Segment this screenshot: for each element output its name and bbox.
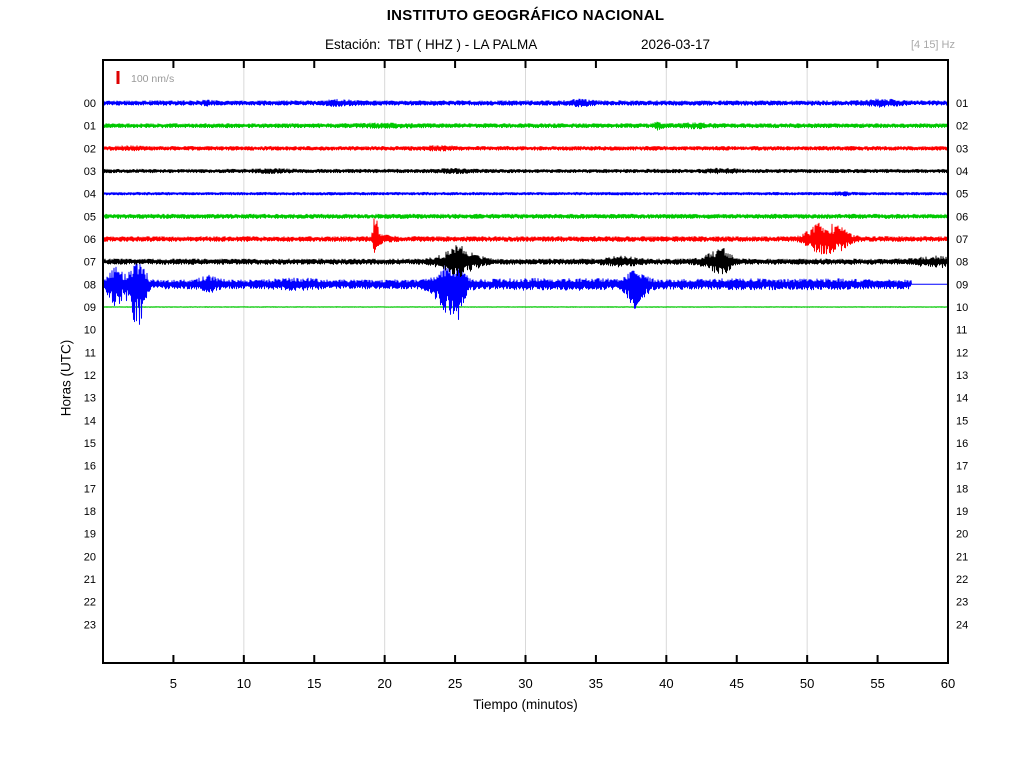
hour-label-right: 05 <box>956 189 968 201</box>
trace-hour-07 <box>102 245 949 278</box>
hour-label-left: 00 <box>84 98 96 110</box>
hour-label-right: 17 <box>956 461 968 473</box>
hour-label-left: 12 <box>84 370 96 382</box>
hour-label-right: 18 <box>956 483 968 495</box>
hour-label-left: 08 <box>84 279 96 291</box>
plot-border <box>102 59 949 664</box>
x-tick-label: 60 <box>941 676 955 691</box>
trace-hour-00 <box>102 98 949 108</box>
scale-label: 100 nm/s <box>131 73 174 85</box>
hour-label-left: 04 <box>84 189 96 201</box>
hour-label-left: 15 <box>84 438 96 450</box>
hour-label-right: 14 <box>956 393 968 405</box>
x-tick-label: 40 <box>659 676 673 691</box>
trace-hour-08 <box>102 260 948 325</box>
hour-label-left: 09 <box>84 302 96 314</box>
hour-label-right: 15 <box>956 415 968 427</box>
x-tick-label: 30 <box>518 676 532 691</box>
x-tick-label: 45 <box>730 676 744 691</box>
x-tick-label: 50 <box>800 676 814 691</box>
hour-label-left: 21 <box>84 574 96 586</box>
hour-label-right: 13 <box>956 370 968 382</box>
hour-label-left: 17 <box>84 483 96 495</box>
hour-label-right: 19 <box>956 506 968 518</box>
filter-band-label: [4 15] Hz <box>910 39 955 51</box>
station-label: Estación: TBT ( HHZ ) - LA PALMA <box>325 37 538 52</box>
hour-label-right: 20 <box>956 529 968 541</box>
hour-label-right: 08 <box>956 257 968 269</box>
x-tick-label: 15 <box>307 676 321 691</box>
x-tick-label: 10 <box>237 676 251 691</box>
hour-label-left: 03 <box>84 166 96 178</box>
x-tick-label: 5 <box>170 676 177 691</box>
hour-label-left: 22 <box>84 597 96 609</box>
hour-label-right: 01 <box>956 98 968 110</box>
hour-label-left: 14 <box>84 415 96 427</box>
hour-label-right: 21 <box>956 551 968 563</box>
hour-label-right: 10 <box>956 302 968 314</box>
hour-label-right: 04 <box>956 166 968 178</box>
hour-label-right: 02 <box>956 121 968 133</box>
scale-marker <box>116 71 120 84</box>
hour-label-left: 18 <box>84 506 96 518</box>
x-tick-label: 25 <box>448 676 462 691</box>
hour-label-right: 09 <box>956 279 968 291</box>
hour-label-left: 23 <box>84 619 96 631</box>
hour-label-left: 02 <box>84 143 96 155</box>
hour-label-left: 10 <box>84 325 96 337</box>
hour-label-right: 07 <box>956 234 968 246</box>
trace-hour-03 <box>102 167 949 175</box>
hour-label-left: 20 <box>84 551 96 563</box>
hour-label-left: 07 <box>84 257 96 269</box>
trace-hour-04 <box>102 191 949 197</box>
x-tick-label: 20 <box>377 676 391 691</box>
hour-label-right: 11 <box>956 325 967 337</box>
hour-label-left: 01 <box>84 121 96 133</box>
hour-label-left: 16 <box>84 461 96 473</box>
date-label: 2026-03-17 <box>641 37 711 52</box>
x-tick-label: 35 <box>589 676 603 691</box>
page-title: INSTITUTO GEOGRÁFICO NACIONAL <box>386 7 665 24</box>
hour-label-left: 11 <box>85 347 96 359</box>
hour-label-right: 23 <box>956 597 968 609</box>
x-tick-label: 55 <box>870 676 884 691</box>
trace-hour-06 <box>102 218 949 255</box>
hour-label-right: 22 <box>956 574 968 586</box>
trace-hour-05 <box>102 213 949 219</box>
hour-label-left: 19 <box>84 529 96 541</box>
hour-label-right: 12 <box>956 347 968 359</box>
trace-hour-01 <box>102 121 949 131</box>
hour-label-right: 06 <box>956 211 968 223</box>
hour-label-right: 03 <box>956 143 968 155</box>
x-axis-title: Tiempo (minutos) <box>473 697 578 712</box>
hour-label-left: 13 <box>84 393 96 405</box>
hour-label-left: 06 <box>84 234 96 246</box>
hour-label-left: 05 <box>84 211 96 223</box>
hour-label-right: 24 <box>956 619 968 631</box>
trace-hour-02 <box>102 145 949 152</box>
hour-label-right: 16 <box>956 438 968 450</box>
trace-hour-09 <box>102 306 949 308</box>
